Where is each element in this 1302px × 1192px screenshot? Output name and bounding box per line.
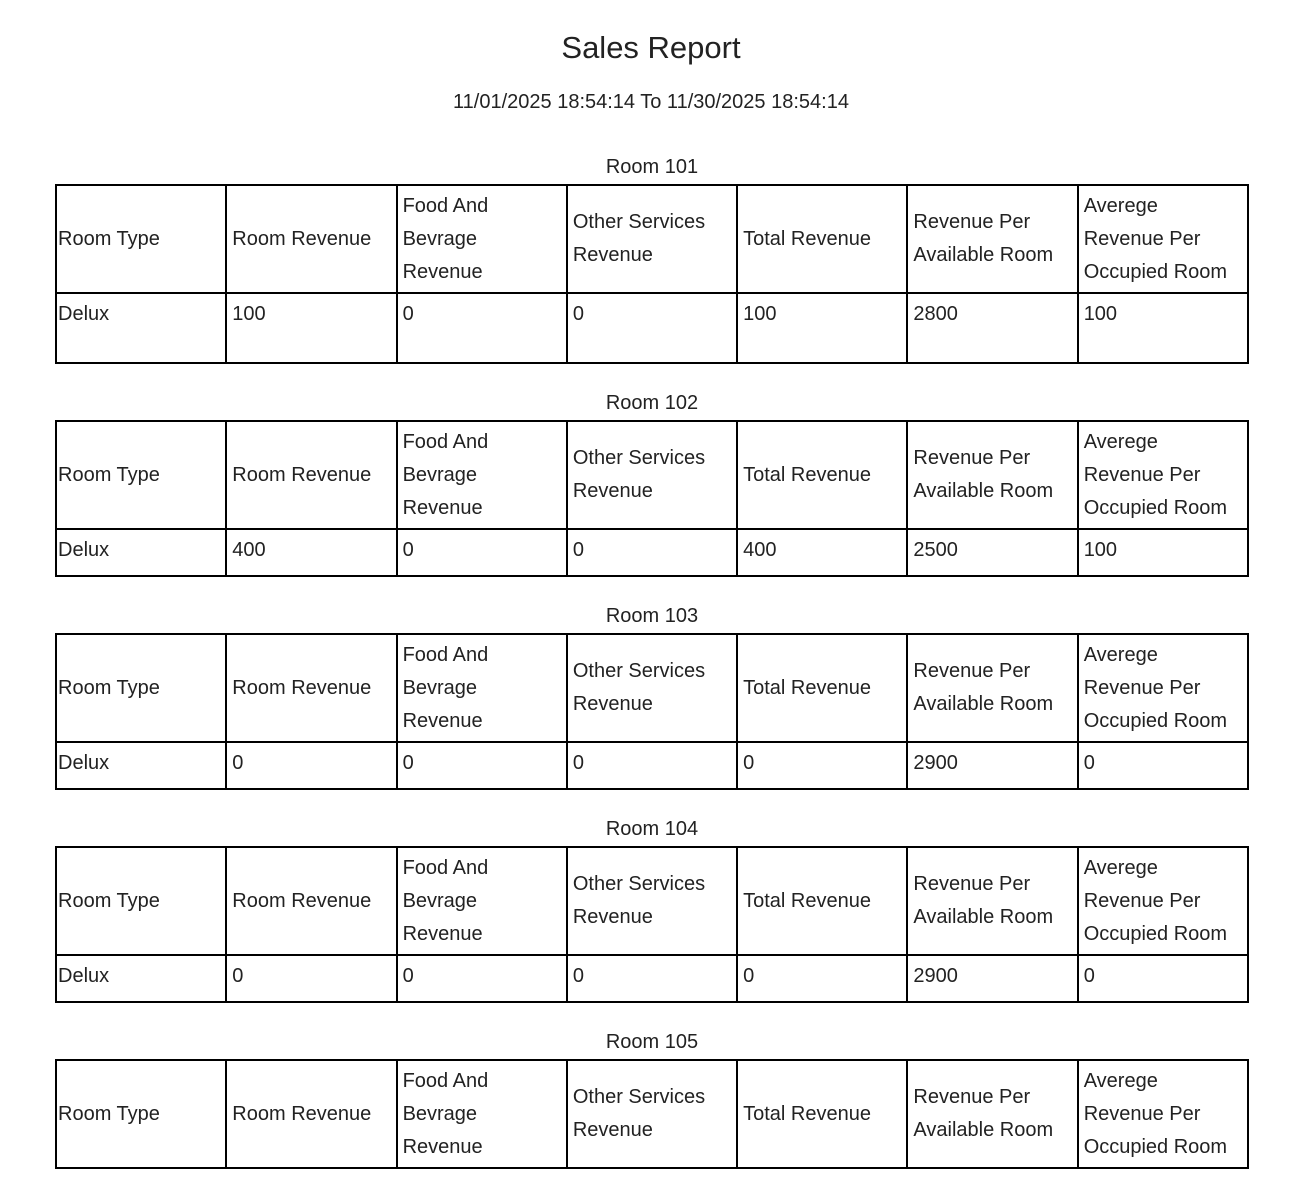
table-cell: 0 xyxy=(565,292,739,364)
report-title: Sales Report xyxy=(561,30,741,65)
table-cell: 0 xyxy=(736,954,909,1003)
column-header: Other Services Revenue xyxy=(565,1059,739,1169)
table-cell: 100 xyxy=(1076,292,1250,364)
table-cell: 0 xyxy=(565,528,739,577)
column-header: Other Services Revenue xyxy=(565,420,739,530)
table-cell: 0 xyxy=(1076,741,1250,790)
table-cell: 0 xyxy=(395,954,568,1003)
table-row: Delux 400 0 0 400 2500 100 xyxy=(54,528,1250,577)
table-cell: 0 xyxy=(736,741,909,790)
column-header: Room Revenue xyxy=(225,846,398,956)
column-header: Other Services Revenue xyxy=(565,846,739,956)
table-cell: 2500 xyxy=(906,528,1079,577)
column-header: Total Revenue xyxy=(736,420,909,530)
table-cell: Delux xyxy=(54,292,228,364)
column-header: Room Type xyxy=(54,846,228,956)
table-cell: Delux xyxy=(54,741,228,790)
table-cell: 100 xyxy=(736,292,909,364)
table-cell: 2900 xyxy=(906,741,1079,790)
room-section: Room 101 Room Type Room Revenue Food And Be… xyxy=(54,151,1250,364)
column-header: Averege Revenue Per Occupied Room xyxy=(1076,633,1250,743)
room-section: Room 103 Room Type Room Revenue Food And Be… xyxy=(54,600,1250,790)
column-header: Room Revenue xyxy=(225,1059,398,1169)
column-header: Other Services Revenue xyxy=(565,184,739,294)
table-cell: 400 xyxy=(225,528,398,577)
table-cell: 0 xyxy=(565,741,739,790)
room-caption: Room 103 xyxy=(605,605,699,627)
table-header-row: Room Type Room Revenue Food And Bevrage Re… xyxy=(54,420,1250,530)
column-header: Total Revenue xyxy=(736,846,909,956)
room-caption: Room 101 xyxy=(605,156,699,178)
column-header: Revenue Per Available Room xyxy=(906,1059,1079,1169)
column-header: Revenue Per Available Room xyxy=(906,420,1079,530)
room-caption: Room 102 xyxy=(605,392,699,414)
table-cell: 2900 xyxy=(906,954,1079,1003)
table-cell: 400 xyxy=(736,528,909,577)
table-row: Delux 0 0 0 0 2900 0 xyxy=(54,741,1250,790)
column-header: Other Services Revenue xyxy=(565,633,739,743)
table-cell: 0 xyxy=(395,741,568,790)
room-caption: Room 104 xyxy=(605,818,699,840)
column-header: Averege Revenue Per Occupied Room xyxy=(1076,184,1250,294)
room-section: Room 102 Room Type Room Revenue Food And Be… xyxy=(54,387,1250,577)
table-cell: 100 xyxy=(1076,528,1250,577)
column-header: Food And Bevrage Revenue xyxy=(395,184,568,294)
room-caption: Room 105 xyxy=(605,1031,699,1053)
table-cell: 0 xyxy=(395,292,568,364)
column-header: Room Type xyxy=(54,633,228,743)
table-cell: 0 xyxy=(1076,954,1250,1003)
room-revenue-table: Room Type Room Revenue Food And Bevrage Re… xyxy=(54,633,1250,790)
column-header: Total Revenue xyxy=(736,633,909,743)
table-cell: 0 xyxy=(225,954,398,1003)
table-header-row: Room Type Room Revenue Food And Bevrage Re… xyxy=(54,633,1250,743)
table-row: Delux 100 0 0 100 2800 100 xyxy=(54,292,1250,364)
report-date-range: 11/01/2025 18:54:14 To 11/30/2025 18:54:… xyxy=(453,91,849,113)
table-header-row: Room Type Room Revenue Food And Bevrage Re… xyxy=(54,846,1250,956)
column-header: Revenue Per Available Room xyxy=(906,846,1079,956)
table-cell: 100 xyxy=(225,292,398,364)
table-cell: Delux xyxy=(54,954,228,1003)
table-header-row: Room Type Room Revenue Food And Bevrage Re… xyxy=(54,1059,1250,1169)
table-cell: 0 xyxy=(225,741,398,790)
column-header: Revenue Per Available Room xyxy=(906,633,1079,743)
column-header: Averege Revenue Per Occupied Room xyxy=(1076,1059,1250,1169)
column-header: Room Type xyxy=(54,184,228,294)
table-cell: 2800 xyxy=(906,292,1079,364)
table-cell: 0 xyxy=(565,954,739,1003)
column-header: Total Revenue xyxy=(736,1059,909,1169)
column-header: Room Revenue xyxy=(225,184,398,294)
column-header: Food And Bevrage Revenue xyxy=(395,846,568,956)
room-section: Room 105 Room Type Room Revenue Food And Be… xyxy=(54,1026,1250,1169)
room-revenue-table: Room Type Room Revenue Food And Bevrage Re… xyxy=(54,846,1250,1003)
column-header: Food And Bevrage Revenue xyxy=(395,1059,568,1169)
column-header: Averege Revenue Per Occupied Room xyxy=(1076,846,1250,956)
room-revenue-table: Room Type Room Revenue Food And Bevrage Re… xyxy=(54,1059,1250,1169)
table-cell: 0 xyxy=(395,528,568,577)
table-row: Delux 0 0 0 0 2900 0 xyxy=(54,954,1250,1003)
column-header: Room Type xyxy=(54,1059,228,1169)
table-header-row: Room Type Room Revenue Food And Bevrage Re… xyxy=(54,184,1250,294)
column-header: Food And Bevrage Revenue xyxy=(395,420,568,530)
column-header: Food And Bevrage Revenue xyxy=(395,633,568,743)
room-revenue-table: Room Type Room Revenue Food And Bevrage Re… xyxy=(54,184,1250,364)
column-header: Averege Revenue Per Occupied Room xyxy=(1076,420,1250,530)
room-sections: Room 101 Room Type Room Revenue Food And Be… xyxy=(54,151,1250,1192)
room-section: Room 104 Room Type Room Revenue Food And Be… xyxy=(54,813,1250,1003)
column-header: Room Type xyxy=(54,420,228,530)
column-header: Revenue Per Available Room xyxy=(906,184,1079,294)
room-revenue-table: Room Type Room Revenue Food And Bevrage Re… xyxy=(54,420,1250,577)
table-cell: Delux xyxy=(54,528,228,577)
column-header: Room Revenue xyxy=(225,633,398,743)
column-header: Room Revenue xyxy=(225,420,398,530)
column-header: Total Revenue xyxy=(736,184,909,294)
